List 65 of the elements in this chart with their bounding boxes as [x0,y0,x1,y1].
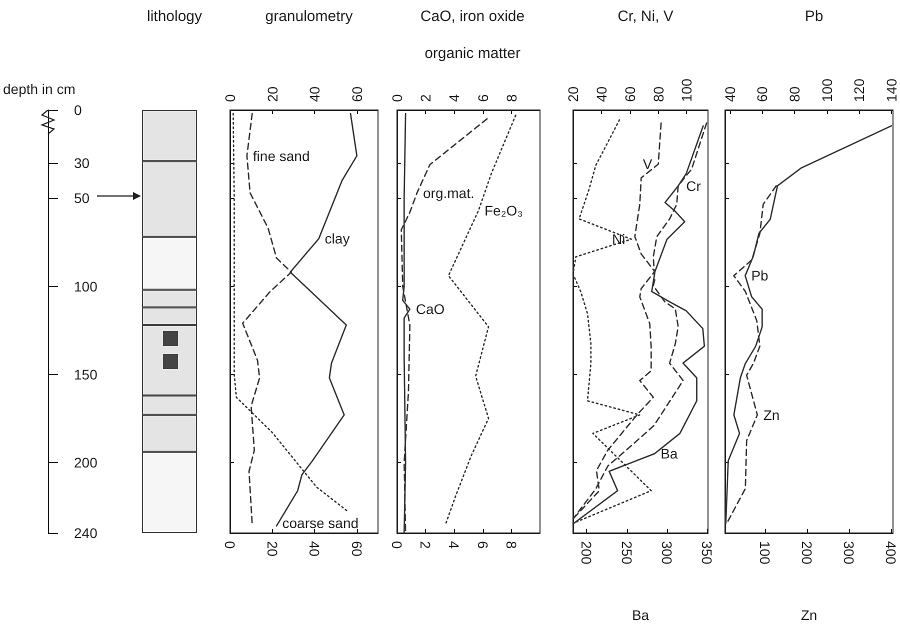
x-tick-label: 200 [798,541,815,565]
x2-tick-label: 60 [348,86,365,102]
x-tick-label: 20 [264,541,280,557]
series-label: Ni [612,231,626,248]
x2-tick-label: 40 [722,86,738,102]
x2-tick-label: 60 [754,86,770,102]
y-tick-label: 240 [74,525,98,541]
x-tick-label: 8 [503,541,520,549]
x-tick-label: 0 [222,541,238,549]
y-tick-label: 150 [74,366,98,382]
series-label: Fe₂O₃ [484,202,523,218]
x2-tick-label: 80 [786,86,802,102]
x-tick-label: 60 [348,541,365,557]
chart-subtitle: organic matter [424,45,520,62]
series-label: Zn [763,406,780,423]
x2-tick-label: 2 [418,94,434,102]
series-label: Cr [686,178,702,194]
x2-tick-label: 6 [474,94,491,102]
x-axis-title: Ba [632,607,650,623]
x-tick-label: 6 [474,541,491,549]
x-tick-label: 0 [389,541,405,549]
x2-tick-label: 100 [678,78,695,102]
x2-tick-label: 8 [503,94,520,102]
chart-title: CaO, iron oxide [420,8,525,25]
x-tick-label: 2 [418,541,434,549]
x-tick-label: 4 [446,541,462,549]
y-tick-label: 0 [74,102,82,118]
chart-title: Cr, Ni, V [618,8,674,25]
x2-tick-label: 40 [306,86,323,102]
x-tick-label: 200 [578,541,595,565]
x-axis-title: Zn [800,607,818,623]
x2-tick-label: 100 [818,78,835,102]
y-tick-label: 50 [74,190,90,206]
x2-tick-label: 20 [565,86,581,102]
x2-tick-label: 140 [883,78,900,102]
series-label: fine sand [252,148,310,164]
x-tick-label: 40 [306,541,323,557]
series-label: coarse sand [282,514,359,531]
x2-tick-label: 120 [851,78,868,102]
y-tick-label: 30 [74,154,90,171]
x-tick-label: 100 [756,541,773,565]
x2-tick-label: 60 [622,86,638,102]
x-tick-label: 300 [659,541,676,565]
x-tick-label: 300 [840,541,857,565]
chart-title: lithology [146,8,203,25]
x2-tick-label: 0 [222,94,238,102]
series-label: Ba [660,446,678,462]
chart-title: granulometry [265,8,354,25]
x-tick-label: 250 [618,541,635,565]
x2-tick-label: 0 [389,94,405,102]
series-label: V [642,156,653,172]
series-label: Pb [751,268,769,284]
x2-tick-label: 80 [650,86,666,102]
series-label: org.mat. [423,184,474,201]
x2-tick-label: 4 [446,94,462,102]
x2-tick-label: 20 [264,86,280,102]
x-tick-label: 400 [882,541,899,565]
y-tick-label: 200 [74,454,98,470]
x-tick-label: 350 [699,541,716,565]
x2-tick-label: 40 [593,86,610,102]
chart-title: Pb [804,8,824,25]
y-axis-title: depth in cm [3,81,76,97]
series-label: CaO [416,301,445,318]
y-tick-label: 100 [74,278,98,294]
series-label: clay [324,230,350,247]
